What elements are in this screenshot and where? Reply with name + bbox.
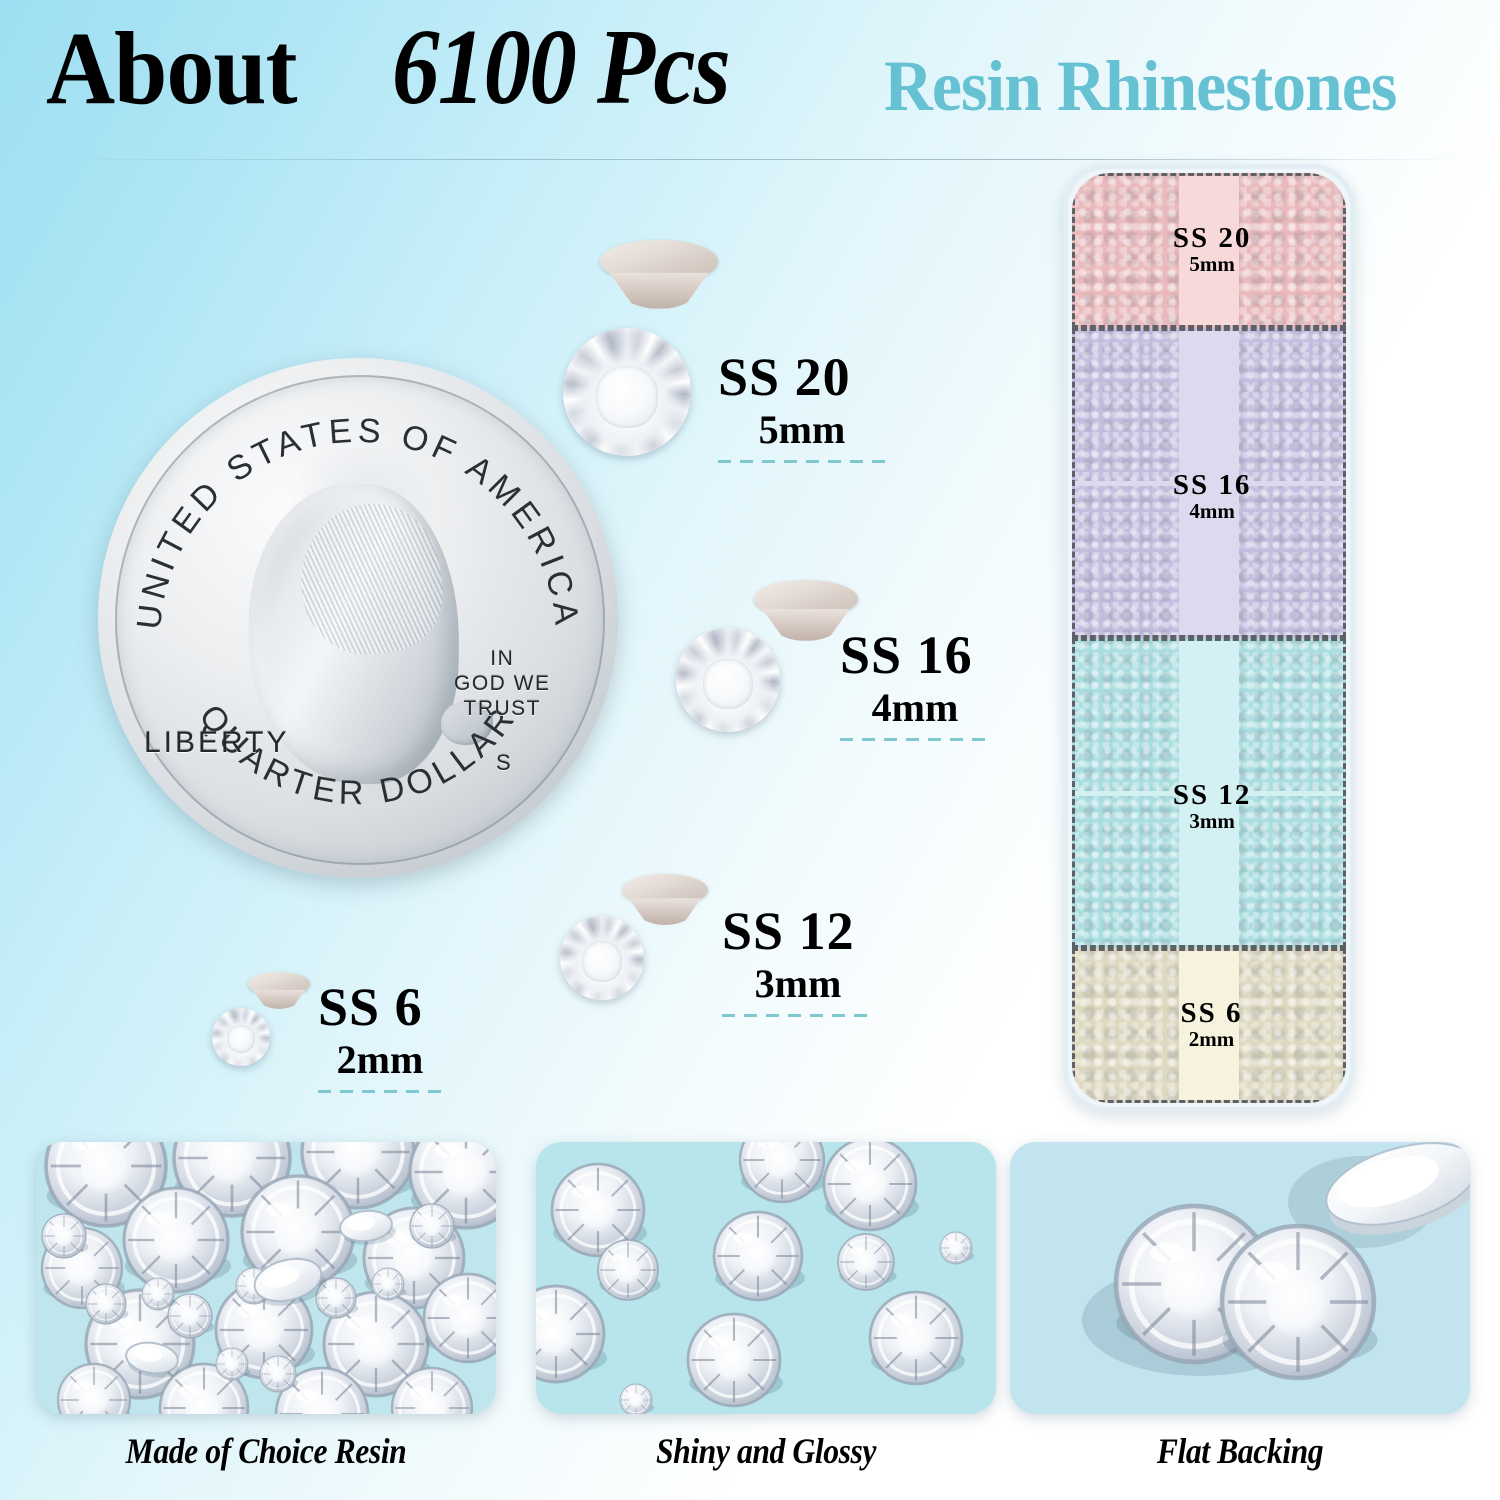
size-label-ss6-underline	[318, 1090, 442, 1093]
storage-box-compartments: SS 20 5mm SS 16 4mm SS 12 3mm SS 6 2mm	[1072, 173, 1346, 1103]
coin-mint-mark: S	[496, 750, 512, 775]
stone-cone-bottom	[762, 609, 850, 641]
stone-side-view-ss16	[754, 580, 858, 642]
storage-compartment-ss16[interactable]: SS 16 4mm	[1072, 327, 1346, 638]
size-label-ss16-mm: 4mm	[871, 685, 959, 730]
compartment-label-ss20: SS 20 5mm	[1172, 221, 1252, 277]
compartment-label-mm: 2mm	[1188, 1027, 1235, 1052]
rhinestone-storage-box: SS 20 5mm SS 16 4mm SS 12 3mm SS 6 2mm	[1063, 164, 1355, 1112]
size-label-ss12: SS 12 3mm	[722, 904, 874, 1017]
stone-side-view-ss20	[600, 240, 718, 310]
coin-rim	[114, 374, 606, 866]
coin-motto-line2: GOD WE	[454, 672, 551, 695]
stone-top-view-ss12	[560, 916, 644, 1000]
feature-caption-3: Flat Backing	[1156, 1431, 1324, 1471]
panel-photo-scattered-rhinestones	[536, 1142, 996, 1414]
compartment-label-mm: 4mm	[1189, 499, 1235, 524]
size-label-ss12-ss: SS 12	[722, 901, 855, 961]
storage-compartment-ss20[interactable]: SS 20 5mm	[1072, 173, 1346, 328]
washington-profile	[248, 483, 459, 784]
feature-caption-2: Shiny and Glossy	[655, 1431, 877, 1471]
size-label-ss6-mm: 2mm	[336, 1037, 424, 1082]
header-piece-count: 6100 Pcs	[392, 8, 731, 127]
stone-top-view-ss20	[563, 328, 691, 456]
coin-motto-text: IN GOD WE TRUST	[454, 646, 551, 721]
compartment-label-ss: SS 16	[1172, 468, 1252, 501]
compartment-center-divider	[1179, 950, 1239, 1100]
storage-compartment-ss12[interactable]: SS 12 3mm	[1072, 637, 1346, 948]
storage-compartment-ss6[interactable]: SS 6 2mm	[1072, 947, 1346, 1103]
feature-panel-made-of-choice-resin	[36, 1142, 496, 1414]
size-label-ss12-underline	[722, 1014, 874, 1017]
size-comparison-area: UNITED STATES OF AMERICA QUARTER DOLLAR …	[0, 160, 1040, 1130]
size-label-ss16: SS 16 4mm	[840, 628, 990, 741]
compartment-center-divider	[1179, 640, 1239, 945]
feature-caption-1: Made of Choice Resin	[125, 1431, 407, 1471]
feature-panel-flat-backing	[1010, 1142, 1470, 1414]
header-banner: About 6100 Pcs Resin Rhinestones	[0, 0, 1500, 160]
stone-flat-top	[248, 972, 310, 996]
feature-panels: Made of Choice Resin Shiny and Glossy Fl…	[0, 1130, 1500, 1500]
header-about-word: About	[46, 11, 298, 126]
size-label-ss16-ss: SS 16	[840, 625, 973, 685]
size-label-ss12-mm: 3mm	[754, 961, 842, 1006]
coin-motto-line3: TRUST	[463, 697, 541, 720]
compartment-label-ss6: SS 6 2mm	[1180, 996, 1243, 1052]
compartment-label-mm: 3mm	[1189, 809, 1235, 834]
compartment-label-ss16: SS 16 4mm	[1172, 468, 1252, 524]
compartment-label-ss12: SS 12 3mm	[1172, 778, 1252, 834]
stone-side-view-ss12	[622, 874, 708, 926]
us-quarter-coin: UNITED STATES OF AMERICA QUARTER DOLLAR …	[98, 358, 618, 878]
stone-cone-bottom	[609, 272, 709, 309]
compartment-label-ss: SS 20	[1172, 221, 1252, 254]
compartment-center-divider	[1179, 330, 1239, 635]
feature-panel-shiny-and-glossy	[536, 1142, 996, 1414]
stone-side-view-ss6	[248, 972, 310, 1010]
header-product-name: Resin Rhinestones	[884, 46, 1397, 126]
size-label-ss20: SS 20 5mm	[718, 350, 886, 463]
stone-top-view-ss6	[212, 1008, 270, 1066]
size-label-ss6: SS 6 2mm	[318, 980, 442, 1093]
panel-photo-pile-of-rhinestones	[36, 1142, 496, 1414]
size-label-ss20-underline	[718, 460, 886, 463]
stone-cone-bottom	[628, 898, 702, 925]
size-label-ss16-underline	[840, 738, 990, 741]
compartment-label-ss: SS 12	[1172, 778, 1252, 811]
coin-liberty-text: LIBERTY	[144, 726, 290, 759]
stone-cone-bottom	[252, 989, 306, 1010]
stone-top-view-ss16	[676, 628, 780, 732]
panel-photo-flat-back-closeup	[1010, 1142, 1470, 1414]
washington-queue-ribbon	[441, 701, 494, 746]
size-label-ss20-mm: 5mm	[758, 407, 846, 452]
compartment-label-mm: 5mm	[1189, 252, 1235, 277]
compartment-label-ss: SS 6	[1180, 996, 1243, 1029]
coin-motto-line1: IN	[490, 647, 515, 670]
size-label-ss20-ss: SS 20	[718, 347, 851, 407]
compartment-center-divider	[1179, 176, 1239, 325]
size-label-ss6-ss: SS 6	[318, 977, 423, 1037]
